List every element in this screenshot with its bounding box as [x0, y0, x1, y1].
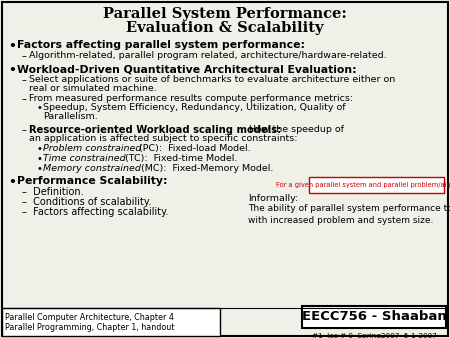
- Text: •: •: [8, 40, 16, 53]
- Text: real or simulated machine.: real or simulated machine.: [29, 84, 157, 93]
- Text: Algorithm-related, parallel program related, architecture/hardware-related.: Algorithm-related, parallel program rela…: [29, 51, 387, 60]
- Text: •: •: [36, 103, 42, 113]
- FancyBboxPatch shape: [2, 2, 448, 336]
- Text: Memory constrained: Memory constrained: [43, 164, 141, 173]
- Text: For a given parallel system and parallel problem/algorithm:: For a given parallel system and parallel…: [276, 182, 450, 188]
- Text: an application is affected subject to specific constraints:: an application is affected subject to sp…: [29, 134, 297, 143]
- Text: –  Conditions of scalability.: – Conditions of scalability.: [22, 197, 151, 207]
- FancyBboxPatch shape: [302, 306, 446, 328]
- Text: Factors affecting parallel system performance:: Factors affecting parallel system perfor…: [17, 40, 305, 50]
- Text: Informally:: Informally:: [248, 194, 298, 203]
- Text: Select applications or suite of benchmarks to evaluate architecture either on: Select applications or suite of benchmar…: [29, 75, 395, 84]
- Text: Time constrained: Time constrained: [43, 154, 126, 163]
- Text: Evaluation & Scalability: Evaluation & Scalability: [126, 21, 324, 35]
- Text: •: •: [36, 164, 42, 174]
- Text: (PC):  Fixed-load Model.: (PC): Fixed-load Model.: [136, 144, 251, 153]
- Text: Workload-Driven Quantitative Architectural Evaluation:: Workload-Driven Quantitative Architectur…: [17, 64, 356, 74]
- Text: –: –: [22, 51, 27, 61]
- Text: How the speedup of: How the speedup of: [246, 125, 344, 134]
- Text: Parallel Programming, Chapter 1, handout: Parallel Programming, Chapter 1, handout: [5, 323, 175, 332]
- Text: #1  lec # 9  Spring2007  5-1-2007: #1 lec # 9 Spring2007 5-1-2007: [311, 333, 436, 338]
- Text: •: •: [8, 176, 16, 189]
- Text: with increased problem and system size.: with increased problem and system size.: [248, 216, 433, 225]
- Text: (TC):  Fixed-time Model.: (TC): Fixed-time Model.: [122, 154, 238, 163]
- Text: –: –: [22, 125, 27, 135]
- Text: –: –: [22, 75, 27, 85]
- Text: •: •: [36, 154, 42, 164]
- Text: –  Factors affecting scalability.: – Factors affecting scalability.: [22, 207, 168, 217]
- Text: •: •: [8, 64, 16, 77]
- Text: (MC):  Fixed-Memory Model.: (MC): Fixed-Memory Model.: [138, 164, 274, 173]
- Text: Parallel Computer Architecture, Chapter 4: Parallel Computer Architecture, Chapter …: [5, 313, 174, 322]
- Text: –  Definition.: – Definition.: [22, 187, 84, 197]
- FancyBboxPatch shape: [309, 177, 444, 193]
- Text: Performance Scalability:: Performance Scalability:: [17, 176, 167, 186]
- Text: Speedup, System Efficiency, Redundancy, Utilization, Quality of: Speedup, System Efficiency, Redundancy, …: [43, 103, 346, 112]
- Text: •: •: [36, 144, 42, 154]
- Text: The ability of parallel system performance to increase: The ability of parallel system performan…: [248, 204, 450, 213]
- Text: Parallel System Performance:: Parallel System Performance:: [103, 7, 347, 21]
- Text: EECC756 - Shaaban: EECC756 - Shaaban: [302, 311, 446, 323]
- Text: –: –: [22, 94, 27, 104]
- FancyBboxPatch shape: [2, 308, 220, 336]
- Text: From measured performance results compute performance metrics:: From measured performance results comput…: [29, 94, 353, 103]
- Text: Problem constrained: Problem constrained: [43, 144, 141, 153]
- Text: Parallelism.: Parallelism.: [43, 112, 98, 121]
- Text: Resource-oriented Workload scaling models:: Resource-oriented Workload scaling model…: [29, 125, 281, 135]
